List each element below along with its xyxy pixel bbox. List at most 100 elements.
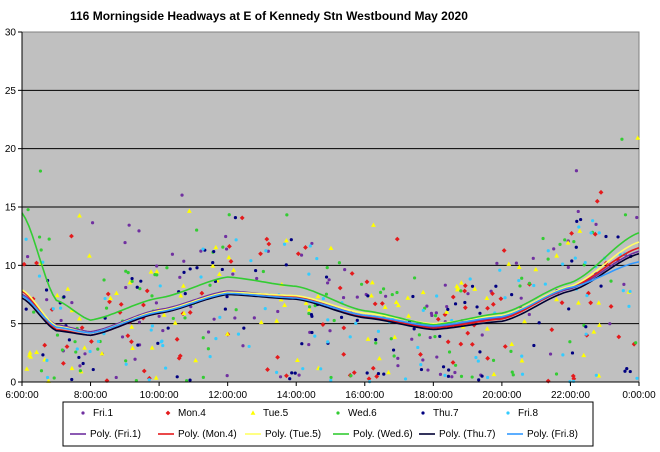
data-point xyxy=(52,376,56,380)
data-point xyxy=(227,213,231,217)
data-point xyxy=(59,318,63,323)
data-point xyxy=(355,318,359,323)
data-point xyxy=(160,339,164,343)
data-point xyxy=(64,344,70,350)
data-point xyxy=(37,235,42,239)
data-point xyxy=(359,282,364,286)
data-point xyxy=(520,276,524,280)
data-point xyxy=(265,367,270,372)
data-point xyxy=(567,307,571,311)
data-point xyxy=(99,351,105,356)
x-tick-label: 14:00:00 xyxy=(277,390,316,401)
data-point xyxy=(328,329,332,333)
data-point xyxy=(285,213,289,217)
data-point xyxy=(498,296,504,302)
data-point xyxy=(484,326,490,331)
data-point xyxy=(579,217,583,222)
data-point xyxy=(127,223,131,227)
data-point xyxy=(599,284,603,288)
data-point xyxy=(430,313,434,318)
data-point xyxy=(438,334,442,339)
data-point xyxy=(386,369,391,375)
data-point xyxy=(389,337,393,341)
data-point xyxy=(186,208,192,213)
data-point xyxy=(301,367,305,371)
data-point xyxy=(469,341,475,347)
data-point xyxy=(147,378,151,382)
data-point xyxy=(177,353,183,359)
data-point xyxy=(396,302,401,308)
data-point xyxy=(498,268,502,272)
legend-marker xyxy=(250,410,256,415)
x-tick-label: 12:00:00 xyxy=(208,390,247,401)
data-point xyxy=(349,374,353,378)
data-point xyxy=(96,347,100,351)
data-point xyxy=(189,305,193,309)
data-point xyxy=(38,169,43,173)
data-point xyxy=(462,305,468,311)
legend-label: Poly. (Wed.6) xyxy=(353,429,413,440)
data-point xyxy=(374,374,380,379)
data-point xyxy=(531,256,535,260)
data-point xyxy=(161,328,165,333)
data-point xyxy=(149,328,153,332)
legend-label: Poly. (Fri.8) xyxy=(527,429,578,440)
data-point xyxy=(594,198,600,204)
data-point xyxy=(324,275,329,279)
data-point xyxy=(223,307,227,311)
data-point xyxy=(510,370,514,374)
x-tick-label: 10:00:00 xyxy=(140,390,179,401)
data-point xyxy=(609,279,613,283)
data-point xyxy=(195,266,199,270)
y-tick-label: 0 xyxy=(10,378,16,389)
data-point xyxy=(453,363,458,367)
data-point xyxy=(559,300,565,306)
data-point xyxy=(231,272,235,276)
data-point xyxy=(491,371,497,377)
data-point xyxy=(138,287,142,291)
data-point xyxy=(622,282,626,286)
data-point xyxy=(494,284,498,288)
data-point xyxy=(419,363,423,367)
x-tick-label: 22:00:00 xyxy=(551,390,590,401)
data-point xyxy=(25,255,30,259)
legend-label: Fri.8 xyxy=(518,408,538,419)
data-point xyxy=(374,338,378,342)
data-point xyxy=(348,335,352,339)
data-point xyxy=(307,272,311,276)
data-point xyxy=(491,358,496,363)
data-point xyxy=(307,311,311,316)
y-axis: 0 5 10 15 20 25 30 xyxy=(5,28,23,389)
data-point xyxy=(136,343,140,347)
data-point xyxy=(102,278,106,282)
data-point xyxy=(105,291,111,297)
data-point xyxy=(77,213,82,218)
data-point xyxy=(570,351,575,355)
data-point xyxy=(596,300,602,305)
data-point xyxy=(570,259,574,263)
data-point xyxy=(266,241,272,247)
data-point xyxy=(295,251,301,257)
data-point xyxy=(376,371,381,376)
data-point xyxy=(418,352,423,357)
data-point xyxy=(34,260,39,266)
x-tick-label: 0:00:00 xyxy=(622,390,656,401)
data-point xyxy=(208,354,212,359)
data-point xyxy=(591,329,597,334)
data-point xyxy=(465,330,471,336)
data-point xyxy=(154,301,159,305)
legend-label: Fri.1 xyxy=(93,408,113,419)
data-point xyxy=(416,345,420,350)
data-point xyxy=(573,256,577,260)
data-point xyxy=(511,373,515,377)
data-point xyxy=(26,208,30,212)
data-point xyxy=(462,283,468,289)
data-point xyxy=(428,335,432,340)
data-point xyxy=(320,322,326,327)
data-point xyxy=(293,371,297,375)
data-point xyxy=(129,324,135,329)
data-point xyxy=(210,263,216,268)
data-point xyxy=(284,373,289,379)
data-point xyxy=(45,375,50,380)
data-point xyxy=(577,228,583,233)
